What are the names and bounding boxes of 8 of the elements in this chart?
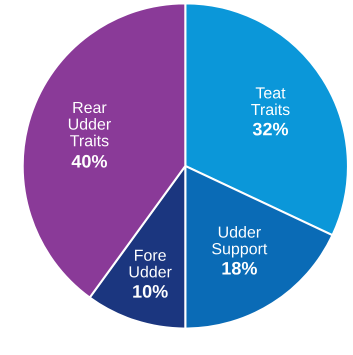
slice-label: Rear Udder Traits: [68, 102, 111, 146]
data-label: 18%: [222, 262, 257, 275]
data-label: 40%: [72, 154, 108, 168]
slice-label: Teat Traits: [251, 87, 290, 116]
slice-label: Udder Support: [212, 226, 268, 258]
data-label: 32%: [252, 122, 288, 136]
slice-label: Fore Udder: [130, 250, 172, 278]
data-label: 10%: [133, 285, 168, 298]
